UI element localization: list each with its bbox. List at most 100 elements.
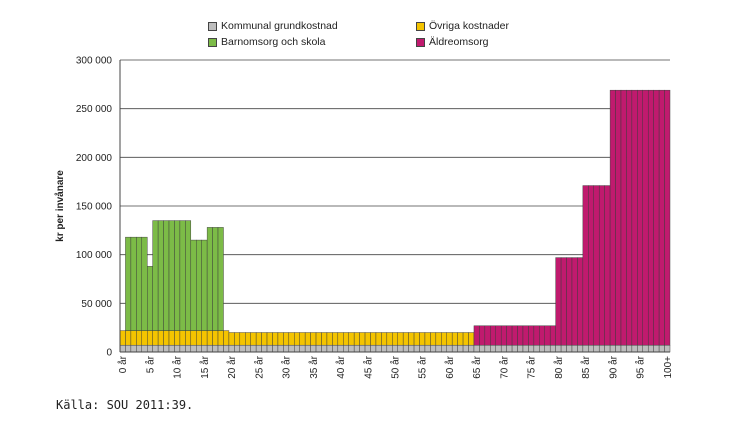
y-tick-label-2: 100 000 [76, 250, 113, 261]
bar-segment-56-s0 [424, 344, 431, 353]
bar-segment-98-s3 [653, 89, 660, 346]
bar-segment-48-s1 [381, 332, 388, 346]
bar-segment-39-s0 [332, 344, 339, 353]
legend-label-barnomsorg-och-skola: Barnomsorg och skola [221, 36, 326, 48]
bar-segment-36-s1 [315, 332, 322, 346]
bar-segment-20-s0 [228, 344, 235, 353]
bar-segment-76-s3 [533, 325, 540, 346]
bar-segment-1-s1 [125, 330, 132, 346]
bar-segment-83-s3 [571, 257, 578, 346]
bar-segment-79-s0 [549, 344, 556, 353]
bar-segment-86-s3 [588, 185, 594, 346]
axes: 0 50 000 100 000 150 000 200 000 250 000 300 0… [76, 56, 674, 379]
bar-segment-71-s3 [506, 325, 513, 346]
bar-segment-68-s3 [490, 325, 496, 346]
x-tick-label-8: 40 år [335, 355, 347, 378]
bar-segment-25-s0 [255, 344, 262, 353]
bar-segment-65-s3 [473, 325, 480, 346]
x-tick-label-20: 100+ [663, 356, 674, 379]
bar-segment-32-s0 [294, 344, 300, 353]
bar-segment-8-s1 [163, 330, 170, 346]
bar-segment-89-s0 [604, 344, 611, 353]
bar-segment-98-s0 [653, 344, 660, 353]
bar-segment-61-s1 [451, 332, 458, 346]
bar-segment-78-s0 [544, 344, 551, 353]
bar-segment-15-s1 [201, 330, 208, 346]
bar-segment-25-s1 [255, 332, 262, 346]
x-tick-label-2: 10 år [172, 355, 184, 378]
bar-segment-69-s3 [495, 325, 502, 346]
bar-segment-5-s2 [147, 266, 153, 331]
bar-segment-66-s0 [479, 344, 486, 353]
bar-segment-9-s0 [168, 344, 175, 353]
bar-segment-70-s3 [500, 325, 507, 346]
y-tick-label-5: 250 000 [76, 104, 113, 115]
bar-segment-46-s0 [370, 344, 377, 353]
x-tick-label-10: 50 år [390, 355, 402, 378]
bar-segment-57-s1 [430, 332, 437, 346]
bar-segment-87-s0 [593, 344, 600, 353]
bar-segment-10-s2 [174, 220, 181, 331]
bar-segment-1-s2 [125, 236, 132, 331]
bar-segment-93-s0 [626, 344, 633, 353]
bar-segment-1-s0 [125, 344, 132, 353]
bar-segment-36-s0 [315, 344, 322, 353]
bar-segment-56-s1 [424, 332, 431, 346]
bar-segment-19-s0 [223, 344, 230, 353]
x-tick-label-17: 85 år [580, 355, 592, 378]
bar-segment-18-s1 [217, 330, 224, 346]
y-axis-label: kr per invånare [54, 170, 66, 242]
bar-segment-62-s1 [457, 332, 464, 346]
bar-segment-11-s1 [179, 330, 186, 346]
bar-segment-42-s0 [348, 344, 355, 353]
bar-segment-52-s0 [402, 344, 409, 353]
bar-segment-86-s0 [588, 344, 594, 353]
bar-segment-45-s0 [364, 344, 371, 353]
bar-segment-77-s0 [539, 344, 545, 353]
bar-segment-4-s1 [141, 330, 148, 346]
bar-segment-41-s1 [343, 332, 349, 346]
bar-segment-6-s2 [152, 220, 159, 331]
bar-segment-31-s0 [288, 344, 295, 353]
bar-segment-44-s0 [359, 344, 366, 353]
bar-segment-28-s1 [272, 332, 279, 346]
x-tick-label-5: 25 år [253, 355, 265, 378]
bar-segment-2-s2 [130, 236, 137, 331]
x-tick-label-15: 75 år [526, 355, 538, 378]
x-tick-label-12: 60 år [444, 355, 456, 378]
bar-segment-92-s3 [620, 89, 627, 346]
x-tick-label-18: 90 år [607, 355, 619, 378]
bar-segment-16-s0 [206, 344, 213, 353]
bar-segment-40-s0 [337, 344, 344, 353]
bar-segment-62-s0 [457, 344, 464, 353]
bar-segment-83-s0 [571, 344, 578, 353]
bar-segment-18-s0 [217, 344, 224, 353]
bar-segment-7-s0 [157, 344, 164, 353]
bar-segment-45-s1 [364, 332, 371, 346]
legend-swatch-barnomsorg-och-skola [208, 37, 217, 47]
bar-segment-15-s2 [201, 239, 208, 331]
bar-segment-34-s0 [304, 344, 311, 353]
bar-segment-67-s0 [484, 344, 491, 353]
bar-segment-12-s0 [185, 344, 192, 353]
bar-segment-63-s1 [462, 332, 469, 346]
y-tick-label-6: 300 000 [76, 56, 113, 67]
bar-segment-97-s3 [647, 89, 654, 346]
bar-segment-54-s0 [413, 344, 420, 353]
bar-segment-82-s0 [566, 344, 573, 353]
bar-segment-33-s0 [299, 344, 306, 353]
bar-segment-38-s1 [326, 332, 333, 346]
x-tick-label-9: 45 år [362, 355, 374, 378]
bar-segment-14-s1 [196, 330, 202, 346]
bar-segment-20-s1 [228, 332, 235, 346]
bar-segment-55-s0 [419, 344, 426, 353]
bar-segment-46-s1 [370, 332, 377, 346]
bar-segment-31-s1 [288, 332, 295, 346]
bar-segment-55-s1 [419, 332, 426, 346]
bar-segment-13-s0 [190, 344, 197, 353]
bar-segment-35-s1 [310, 332, 317, 346]
bar-segment-81-s0 [560, 344, 567, 353]
y-tick-label-3: 150 000 [76, 202, 113, 213]
bar-segment-23-s0 [245, 344, 251, 353]
